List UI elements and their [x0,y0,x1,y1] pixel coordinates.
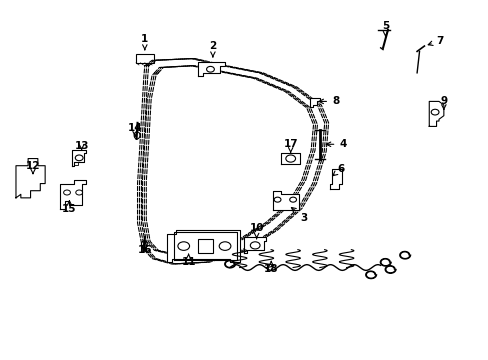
Text: 11: 11 [181,254,195,267]
Text: 2: 2 [209,41,216,57]
Polygon shape [281,153,300,164]
Polygon shape [428,102,443,126]
Text: 10: 10 [249,223,264,239]
Polygon shape [272,191,298,210]
Text: 12: 12 [26,161,40,174]
Polygon shape [309,98,319,107]
Text: 4: 4 [325,139,346,149]
Polygon shape [174,232,237,260]
Polygon shape [329,169,341,189]
Polygon shape [60,180,86,208]
Text: 14: 14 [127,123,142,136]
Text: 5: 5 [381,21,388,37]
Bar [74,162,78,165]
Polygon shape [244,237,266,253]
Text: 16: 16 [137,242,152,255]
Text: 17: 17 [283,139,297,152]
Bar [136,54,153,63]
Text: 6: 6 [332,164,344,176]
Polygon shape [72,150,86,166]
Text: 18: 18 [264,261,278,274]
Text: 1: 1 [141,34,148,50]
Text: 9: 9 [439,96,447,109]
Polygon shape [166,230,239,262]
Polygon shape [16,158,45,198]
Text: 7: 7 [427,36,443,46]
Polygon shape [198,62,224,76]
Text: 13: 13 [74,141,89,151]
Text: 15: 15 [62,201,77,213]
Text: 3: 3 [291,207,307,222]
Text: 8: 8 [318,96,339,107]
Bar [198,239,212,253]
